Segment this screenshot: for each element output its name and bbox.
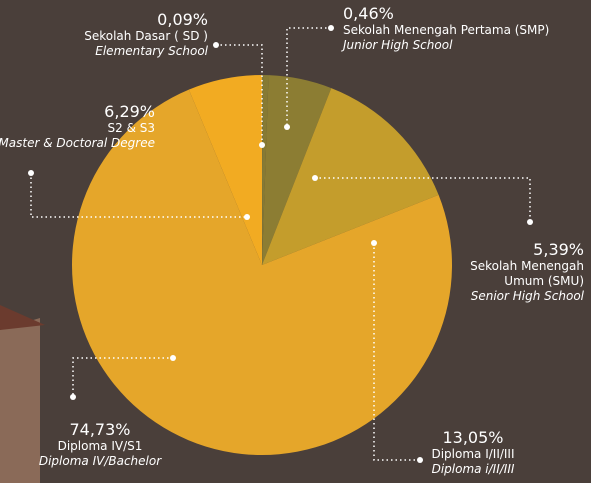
label: 74,73% Diploma IV/S1 Diploma IV/Bachelor: [10, 420, 190, 469]
name-en: Elementary School: [95, 44, 208, 58]
pct: 6,29%: [104, 102, 155, 121]
slice: [72, 89, 452, 455]
pct: 0,09%: [157, 10, 208, 29]
slice: [262, 75, 332, 265]
pct: 5,39%: [533, 240, 584, 259]
dot: [170, 355, 176, 361]
name-en: Diploma IV/Bachelor: [38, 454, 162, 468]
dot: [312, 175, 318, 181]
slice: [262, 75, 269, 265]
roof: [0, 305, 45, 330]
building: [0, 318, 40, 483]
name: Sekolah Menengah Pertama (SMP): [343, 23, 550, 37]
dot: [244, 214, 250, 220]
name-en: Junior High School: [343, 38, 453, 52]
name: S2 & S3: [107, 121, 156, 135]
dot: [259, 142, 265, 148]
dot: [371, 240, 377, 246]
pct: 74,73%: [69, 420, 131, 439]
dot: [70, 394, 76, 400]
dot: [527, 219, 533, 225]
label: 0,09% Sekolah Dasar ( SD ) Elementary Scho…: [84, 10, 208, 59]
slice: [262, 88, 439, 265]
label: 6,29% S2 & S3 Master & Doctoral Degree: [0, 102, 155, 151]
dot: [28, 170, 34, 176]
name: Sekolah Dasar ( SD ): [84, 29, 208, 43]
leader: [216, 44, 263, 145]
dot: [213, 42, 219, 48]
leader: [30, 173, 247, 218]
dot: [417, 457, 423, 463]
leader: [286, 27, 331, 127]
dot: [328, 25, 334, 31]
name: Diploma IV/S1: [57, 439, 143, 453]
dot: [284, 124, 290, 130]
leader: [315, 177, 531, 222]
label: 0,46% Sekolah Menengah Pertama (SMP) Junio…: [343, 4, 549, 53]
name: Sekolah Menengah Umum (SMU): [470, 259, 584, 288]
name: Diploma I/II/III: [431, 447, 515, 461]
label: 5,39% Sekolah Menengah Umum (SMU) Senior H…: [444, 240, 584, 304]
leader: [373, 243, 420, 461]
name-en: Diploma i/II/III: [431, 462, 515, 476]
slice: [262, 75, 264, 265]
name-en: Master & Doctoral Degree: [0, 136, 155, 150]
pct: 0,46%: [343, 4, 394, 23]
name-en: Senior High School: [470, 289, 584, 303]
leader: [72, 357, 173, 397]
label: 13,05% Diploma I/II/III Diploma i/II/III: [418, 428, 528, 477]
pct: 13,05%: [442, 428, 504, 447]
